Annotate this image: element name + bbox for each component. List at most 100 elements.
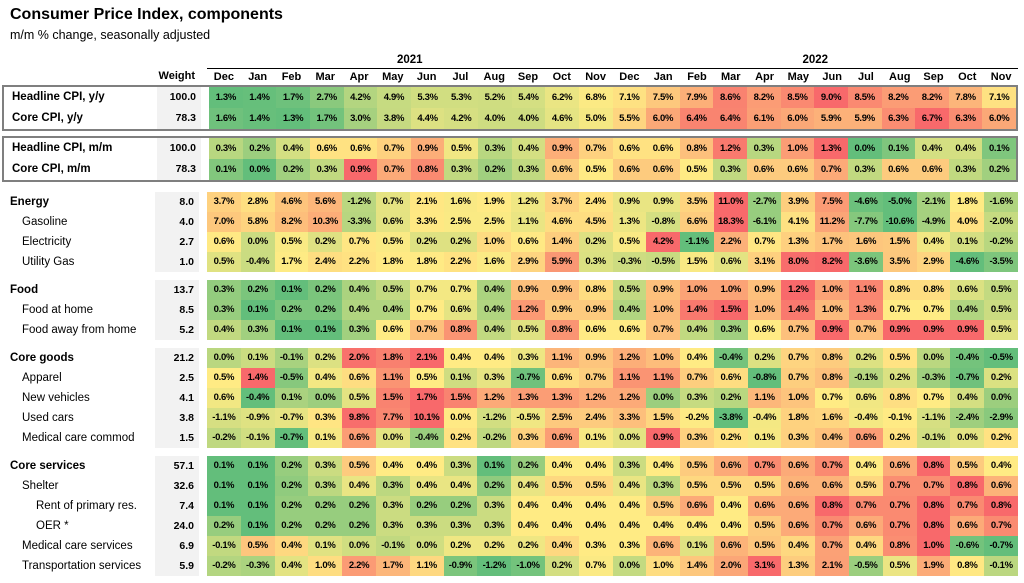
value-cell: 0.8% — [815, 348, 850, 368]
value-cell: 0.2% — [242, 138, 277, 159]
table-row: Headline CPI, m/m 100.0 0.3% 0.2% 0.4% 0.6% 0.… — [4, 138, 1016, 159]
value-cell: 0.1% — [274, 280, 309, 300]
value-cell: 0.5% — [849, 476, 883, 496]
value-cell: 0.1% — [477, 456, 512, 476]
month-header: Jan — [646, 68, 681, 85]
row-label: Medical care services — [22, 540, 133, 552]
value-cell: 0.4% — [612, 300, 647, 320]
value-cell: 0.5% — [950, 456, 985, 476]
value-cell: 2.4% — [578, 408, 613, 428]
label-header-spacer — [2, 68, 155, 85]
month-header: Jun — [815, 68, 850, 85]
row-label: Food away from home — [22, 324, 137, 336]
value-cell: 0.9% — [578, 348, 613, 368]
value-cell: 0.7% — [578, 138, 613, 159]
value-cell: 0.4% — [713, 516, 748, 536]
value-cell: 0.6% — [781, 516, 816, 536]
value-cell: 2.5% — [477, 212, 512, 232]
value-cell: 0.6% — [578, 320, 613, 340]
value-cell: 0.0% — [375, 428, 410, 448]
value-cell: 0.3% — [240, 320, 275, 340]
value-cell: 0.2% — [308, 280, 343, 300]
value-cell: 0.4% — [646, 456, 681, 476]
value-cell: 0.2% — [511, 456, 545, 476]
value-cell: 0.3% — [646, 476, 681, 496]
value-cell: 0.6% — [713, 252, 748, 272]
value-cell: -0.4% — [849, 408, 883, 428]
value-cell: 0.6% — [882, 456, 917, 476]
value-cell: 0.6% — [747, 496, 782, 516]
year-label: 2022 — [802, 54, 829, 66]
value-cell: 0.9% — [646, 428, 681, 448]
value-cell: 8.2% — [881, 87, 916, 108]
value-cell: -10.6% — [882, 212, 917, 232]
value-cell: 0.6% — [309, 138, 344, 159]
value-cell: 0.4% — [612, 476, 647, 496]
value-cell: 0.9% — [950, 320, 985, 340]
gap-spacer — [199, 408, 207, 428]
weight-value: 7.4 — [155, 496, 199, 516]
value-cell: 0.6% — [781, 456, 816, 476]
value-cell: 0.1% — [443, 368, 478, 388]
value-cell: 0.5% — [409, 368, 444, 388]
value-cell: 0.3% — [847, 159, 882, 180]
value-cell: 0.6% — [781, 476, 816, 496]
value-cell: 2.2% — [443, 252, 478, 272]
value-cell: -0.7% — [984, 536, 1018, 556]
value-cell: 1.2% — [578, 388, 613, 408]
value-cell: 0.3% — [781, 428, 816, 448]
value-cell: 0.7% — [916, 300, 951, 320]
value-cell: 0.7% — [646, 320, 681, 340]
value-cell: 0.1% — [982, 138, 1016, 159]
value-cell: 0.3% — [511, 159, 546, 180]
value-cell: 0.6% — [780, 159, 815, 180]
weight-value: 100.0 — [157, 138, 201, 159]
value-cell: 0.2% — [443, 428, 478, 448]
gap-spacer — [199, 556, 207, 576]
value-cell: 1.8% — [375, 348, 410, 368]
value-cell: 0.6% — [544, 368, 579, 388]
value-cell: 1.2% — [612, 348, 647, 368]
month-header: Aug — [477, 68, 512, 85]
value-cell: 1.0% — [680, 280, 714, 300]
value-cell: 0.6% — [747, 159, 781, 180]
value-cell: 0.4% — [544, 536, 579, 556]
value-cell: 1.0% — [477, 232, 512, 252]
value-cell: 3.7% — [544, 192, 579, 212]
value-cell: 0.5% — [882, 556, 917, 576]
value-cell: 2.4% — [308, 252, 343, 272]
weight-value: 5.9 — [155, 556, 199, 576]
value-cell: 3.8% — [377, 108, 411, 129]
value-cell: 4.4% — [410, 108, 445, 129]
value-cell: 2.4% — [578, 192, 613, 212]
weight-value: 6.9 — [155, 536, 199, 556]
value-cell: 0.4% — [477, 320, 512, 340]
weight-header: Weight — [158, 70, 195, 82]
value-cell: 0.4% — [680, 320, 714, 340]
value-cell: -3.5% — [984, 252, 1018, 272]
value-cell: 1.0% — [815, 280, 850, 300]
value-cell: 0.1% — [207, 496, 241, 516]
value-cell: -0.1% — [916, 428, 951, 448]
value-cell: 0.6% — [342, 368, 376, 388]
value-cell: 1.7% — [309, 108, 344, 129]
value-cell: 8.0% — [781, 252, 816, 272]
value-cell: 4.2% — [343, 87, 378, 108]
group-cpi-mom: Headline CPI, m/m 100.0 0.3% 0.2% 0.4% 0.6% 0.… — [2, 136, 1018, 182]
weight-value: 21.2 — [155, 348, 199, 368]
value-cell: 0.4% — [915, 138, 949, 159]
gap-spacer — [199, 496, 207, 516]
gap-spacer — [199, 348, 207, 368]
value-cell: 0.3% — [409, 516, 444, 536]
value-cell: 0.3% — [308, 408, 343, 428]
value-cell: 0.4% — [342, 476, 376, 496]
value-cell: 0.3% — [209, 138, 243, 159]
gap-spacer — [199, 300, 207, 320]
value-cell: 6.0% — [982, 108, 1016, 129]
value-cell: 0.4% — [274, 536, 309, 556]
value-cell: 0.6% — [881, 159, 916, 180]
value-cell: 8.2% — [274, 212, 309, 232]
value-cell: 0.9% — [882, 320, 917, 340]
value-cell: 10.3% — [308, 212, 343, 232]
